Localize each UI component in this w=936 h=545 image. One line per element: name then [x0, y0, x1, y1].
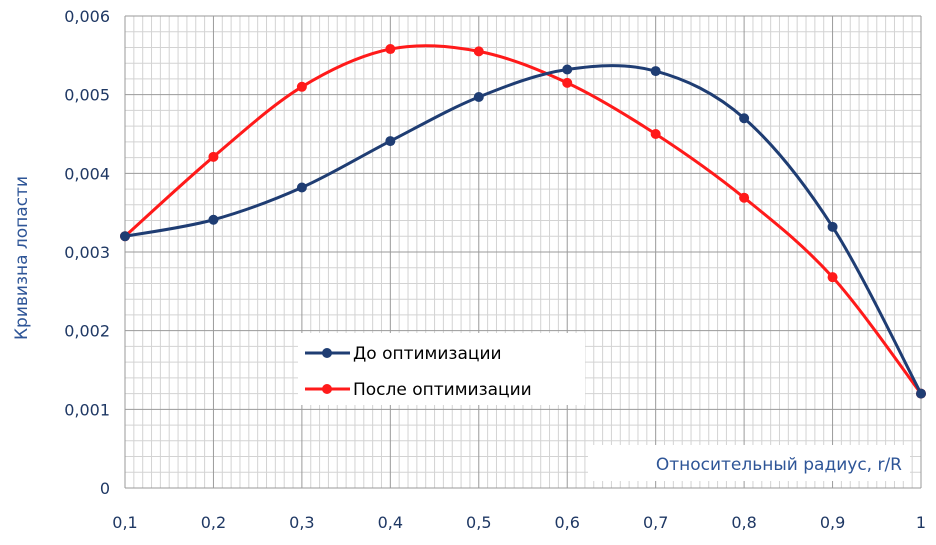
y-tick-label: 0,005 — [64, 86, 110, 105]
x-tick-label: 0,7 — [643, 513, 668, 532]
series-line-after — [123, 44, 923, 395]
x-tick-label: 0,6 — [554, 513, 579, 532]
series-point-before — [916, 388, 926, 399]
y-axis-title: Кривизна лопасти — [12, 176, 32, 340]
x-axis-title: Относительный радиус, r/R — [656, 455, 902, 475]
series-point-before — [473, 92, 484, 103]
legend-swatch-marker-before — [322, 348, 332, 358]
x-tick-label: 0,8 — [731, 513, 756, 532]
series-point-after — [739, 192, 750, 203]
y-tick-label: 0,002 — [64, 322, 110, 341]
series-line-before — [124, 64, 923, 395]
series-point-after — [562, 77, 573, 88]
series-point-before — [562, 64, 573, 75]
series-point-after — [473, 46, 484, 57]
series-point-after — [296, 81, 307, 92]
xlabel-background — [588, 445, 910, 481]
x-tick-label: 0,3 — [289, 513, 314, 532]
series-point-before — [827, 221, 838, 232]
x-tick-label: 0,5 — [466, 513, 491, 532]
series-layer — [120, 44, 926, 399]
series-point-after — [385, 44, 396, 55]
legend-label-before: До оптимизации — [353, 344, 502, 364]
series-point-before — [385, 136, 396, 147]
y-axis-tick-labels: 0 0,001 0,002 0,003 0,004 0,005 0,006 — [64, 7, 110, 498]
x-tick-label: 0,4 — [378, 513, 403, 532]
series-point-after — [827, 272, 838, 283]
x-axis-tick-labels: 0,1 0,2 0,3 0,4 0,5 0,6 0,7 0,8 0,9 1 — [112, 513, 926, 532]
x-tick-label: 0,9 — [820, 513, 845, 532]
series-point-after — [650, 129, 661, 139]
legend-label-after: После оптимизации — [353, 380, 532, 400]
y-tick-label: 0,006 — [64, 7, 110, 26]
series-point-after — [208, 151, 219, 162]
y-tick-label: 0,004 — [64, 164, 110, 183]
y-tick-label: 0,001 — [64, 400, 110, 419]
series-point-before — [208, 214, 219, 225]
y-tick-label: 0 — [100, 479, 110, 498]
series-point-before — [120, 231, 130, 242]
legend-swatch-marker-after — [322, 384, 332, 394]
x-tick-label: 1 — [916, 513, 926, 532]
x-tick-label: 0,2 — [201, 513, 226, 532]
legend-box — [298, 333, 585, 405]
series-point-before — [650, 66, 661, 77]
x-tick-label: 0,1 — [112, 513, 137, 532]
legend: До оптимизации После оптимизации — [298, 333, 585, 405]
y-tick-label: 0,003 — [64, 243, 110, 262]
series-point-before — [739, 113, 750, 124]
major-grid — [124, 15, 922, 489]
series-point-before — [296, 182, 307, 193]
